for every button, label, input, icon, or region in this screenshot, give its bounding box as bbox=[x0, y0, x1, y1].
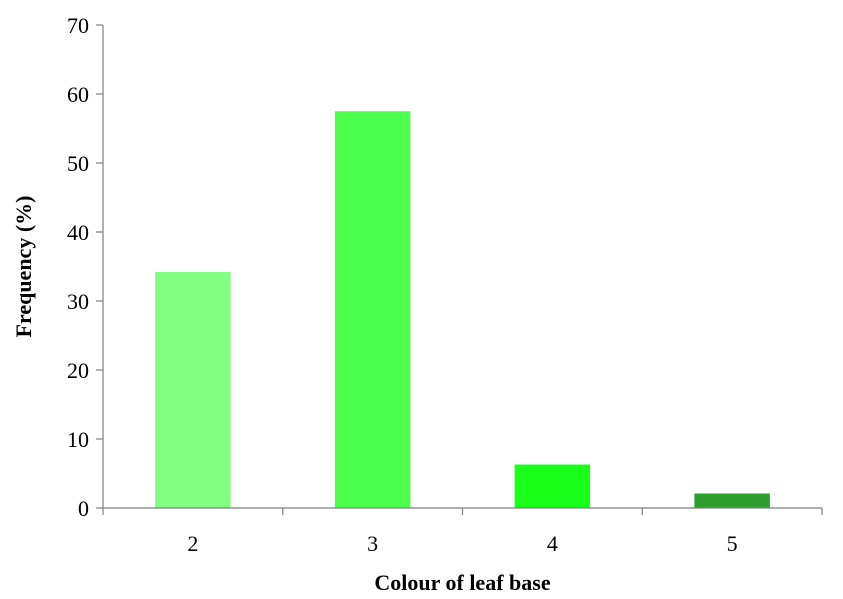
bar-3 bbox=[334, 111, 411, 508]
y-axis-title: Frequency (%) bbox=[11, 196, 36, 338]
y-tick-label: 70 bbox=[67, 13, 89, 38]
x-tick-label: 2 bbox=[187, 531, 198, 556]
y-tick-label: 10 bbox=[67, 427, 89, 452]
y-tick-label: 50 bbox=[67, 151, 89, 176]
x-axis-ticks: 2 3 4 5 bbox=[102, 508, 823, 556]
bar-2 bbox=[155, 272, 231, 508]
x-axis-title: Colour of leaf base bbox=[374, 570, 550, 595]
y-tick-label: 0 bbox=[78, 496, 89, 521]
y-axis-ticks: 0 10 20 30 40 50 60 70 bbox=[67, 13, 103, 521]
bar-5 bbox=[694, 493, 770, 508]
x-tick-label: 4 bbox=[547, 531, 558, 556]
x-tick-label: 3 bbox=[367, 531, 378, 556]
y-tick-label: 20 bbox=[67, 358, 89, 383]
x-tick-label: 5 bbox=[727, 531, 738, 556]
bars bbox=[155, 111, 770, 508]
y-tick-label: 30 bbox=[67, 289, 89, 314]
bar-4 bbox=[514, 464, 591, 508]
y-tick-label: 60 bbox=[67, 82, 89, 107]
y-tick-label: 40 bbox=[67, 220, 89, 245]
